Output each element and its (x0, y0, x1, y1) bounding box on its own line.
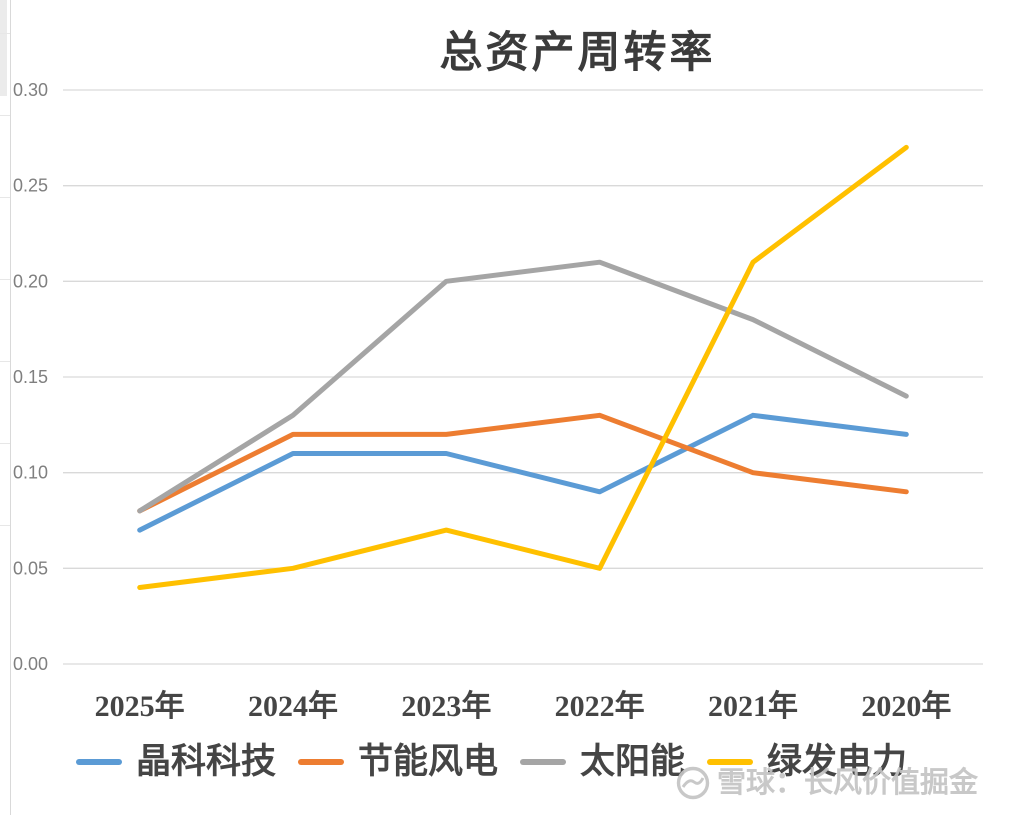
chart-title: 总资产周转率 (439, 30, 716, 77)
y-axis-tick-label: 0.20 (13, 271, 48, 291)
series-line-绿发电力 (137, 144, 909, 590)
legend-swatch (520, 758, 567, 765)
legend-item: 晶科科技 (76, 744, 276, 779)
legend-item: 绿发电力 (707, 744, 907, 779)
y-axis-tick-label: 0.00 (13, 654, 48, 674)
legend-label: 太阳能 (580, 742, 686, 781)
x-axis-tick-label: 2024年 (248, 690, 338, 723)
series-line-太阳能 (137, 259, 909, 514)
page-edge-tick (0, 443, 10, 444)
series-line-晶科科技 (137, 412, 909, 533)
legend-label: 节能风电 (358, 742, 499, 781)
y-axis-tick-label: 0.25 (13, 176, 48, 196)
page-edge-tick (0, 115, 10, 116)
page-edge-tick (0, 33, 10, 34)
page-edge-tick (0, 525, 10, 526)
x-axis-tick-label: 2022年 (555, 690, 645, 723)
page-edge-block (0, 0, 7, 96)
legend-swatch (707, 758, 754, 765)
y-axis-tick-label: 0.15 (13, 367, 48, 387)
page-edge-tick (0, 197, 10, 198)
series-line-节能风电 (137, 412, 909, 514)
legend-swatch (298, 758, 345, 765)
legend-swatch (76, 758, 122, 765)
legend-item: 太阳能 (520, 744, 685, 779)
y-axis-tick-label: 0.05 (13, 558, 48, 578)
y-axis-tick-label: 0.30 (13, 80, 48, 100)
x-axis-tick-label: 2023年 (401, 690, 491, 723)
legend-item: 节能风电 (298, 744, 498, 779)
x-axis-tick-label: 2025年 (95, 690, 185, 723)
y-axis-tick-label: 0.10 (13, 463, 48, 483)
x-axis-tick-label: 2021年 (708, 690, 798, 723)
chart-legend: 晶科科技 节能风电 太阳能 绿发电力 (76, 744, 907, 779)
legend-label: 晶科科技 (136, 742, 277, 781)
legend-label: 绿发电力 (767, 742, 908, 781)
page-edge-tick (0, 361, 10, 362)
page-edge-tick (0, 279, 10, 280)
page-edge-strip (0, 0, 11, 815)
x-axis-tick-label: 2020年 (861, 690, 951, 723)
